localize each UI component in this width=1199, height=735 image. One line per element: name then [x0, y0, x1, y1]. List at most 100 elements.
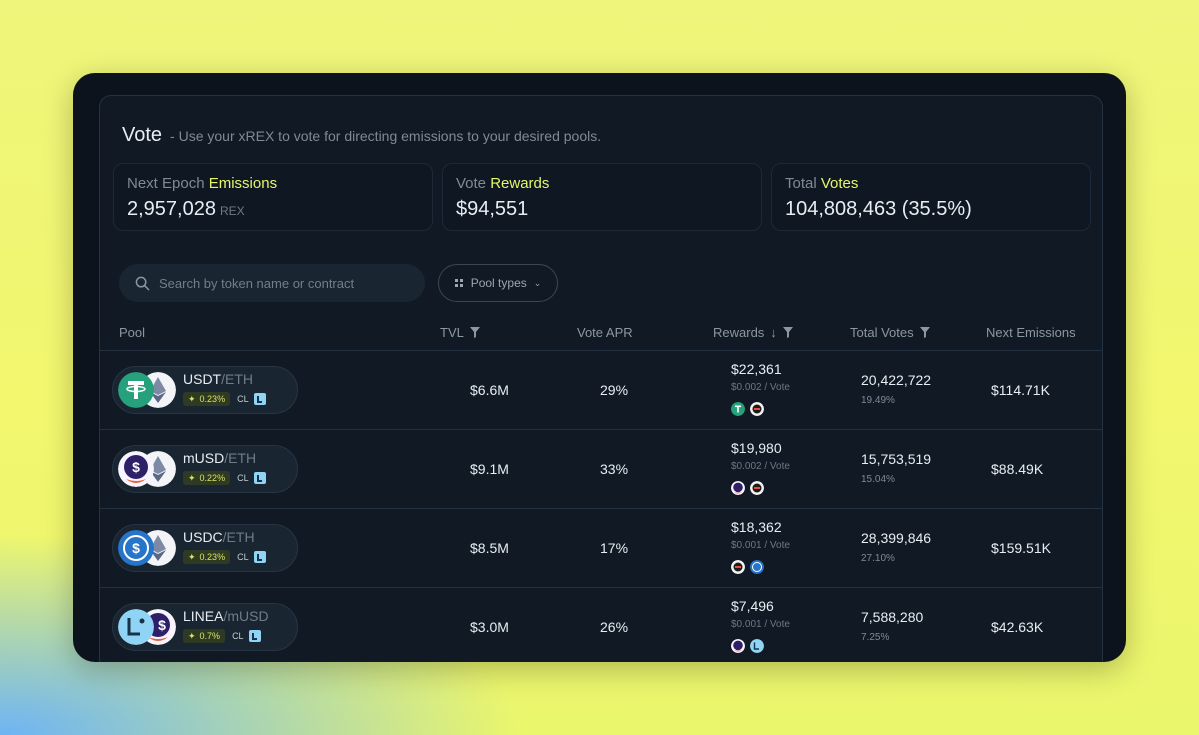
votes-percentage: 19.49%: [861, 395, 895, 406]
column-label: Rewards: [713, 325, 765, 340]
stat-label-prefix: Next Epoch: [127, 175, 205, 192]
table-row[interactable]: $ mUSD/ETH ✦ 0.22% CL $9.1M 33% $19,980 $…: [100, 430, 1102, 509]
rewards-value: $18,362: [731, 519, 782, 535]
pool-types-dropdown[interactable]: Pool types ⌄: [438, 264, 558, 302]
reward-tokens: [731, 402, 764, 416]
sparkle-icon: ✦: [188, 393, 196, 404]
rewards-per-vote: $0.002 / Vote: [731, 382, 790, 393]
page-header: Vote - Use your xREX to vote for directi…: [122, 124, 601, 147]
pool-tags: ✦ 0.22% CL: [183, 471, 266, 485]
pool-type-label: CL: [237, 394, 249, 404]
total-votes-value: 7,588,280: [861, 609, 924, 625]
tvl-value: $9.1M: [470, 461, 509, 477]
column-label: Vote APR: [577, 325, 633, 340]
search-input[interactable]: [159, 275, 399, 291]
rewards-per-vote: $0.001 / Vote: [731, 540, 790, 551]
column-label: Next Emissions: [986, 325, 1076, 340]
pool-pair-name: USDC/ETH: [183, 529, 255, 545]
column-header-rewards[interactable]: Rewards ↓: [713, 325, 793, 340]
pool-pair-name: LINEA/mUSD: [183, 608, 269, 624]
fee-value: 0.23%: [199, 394, 226, 404]
quote-token: /ETH: [224, 450, 257, 466]
apr-value: 29%: [600, 382, 629, 398]
filter-icon[interactable]: [919, 327, 930, 338]
stat-value: 2,957,028 REX: [127, 198, 419, 221]
svg-text:$: $: [132, 459, 140, 475]
stat-unit: REX: [219, 204, 245, 218]
rex-token-icon: [731, 560, 745, 574]
column-label: Total Votes: [850, 325, 914, 340]
musd-token-icon: $: [118, 451, 154, 487]
pool-pair-chip[interactable]: $ mUSD/ETH ✦ 0.22% CL: [112, 445, 298, 493]
stat-card-votes: Total Votes 104,808,463 (35.5%): [771, 163, 1091, 231]
fee-badge: ✦ 0.22%: [183, 471, 231, 485]
musd-token-icon: [731, 639, 745, 653]
votes-percentage: 7.25%: [861, 632, 890, 643]
page-subtitle: - Use your xREX to vote for directing em…: [170, 128, 602, 144]
header-divider: [100, 350, 1102, 351]
sort-desc-icon[interactable]: ↓: [770, 325, 777, 340]
rex-token-icon: [750, 402, 764, 416]
quote-token: /ETH: [222, 529, 255, 545]
reward-tokens: [731, 481, 764, 495]
column-header-vote-apr[interactable]: Vote APR: [577, 325, 633, 340]
fee-badge: ✦ 0.23%: [183, 550, 231, 564]
rewards-per-vote: $0.001 / Vote: [731, 619, 790, 630]
usdc-token-icon: $: [118, 530, 154, 566]
table-row[interactable]: $ LINEA/mUSD ✦ 0.7% CL $3.0M 26% $7,496: [100, 588, 1102, 662]
stat-label-highlight: Emissions: [208, 175, 278, 192]
column-header-total-votes[interactable]: Total Votes: [850, 325, 930, 340]
grid-icon: [454, 279, 463, 287]
linea-badge-icon: [248, 630, 261, 642]
stat-label: Vote Rewards: [456, 175, 748, 192]
pool-tags: ✦ 0.23% CL: [183, 392, 266, 406]
table-row[interactable]: USDT/ETH ✦ 0.23% CL $6.6M 29% $22,361 $0.…: [100, 351, 1102, 430]
base-token: mUSD: [183, 450, 225, 466]
stat-label-highlight: Votes: [820, 175, 859, 192]
pool-pair-chip[interactable]: $ USDC/ETH ✦ 0.23% CL: [112, 524, 298, 572]
filter-icon[interactable]: [782, 327, 793, 338]
next-emissions-value: $114.71K: [991, 382, 1050, 398]
svg-text:$: $: [132, 540, 140, 556]
tvl-value: $3.0M: [470, 619, 509, 635]
linea-token-icon: [750, 639, 764, 653]
linea-badge-icon: [253, 393, 266, 405]
table-row[interactable]: $ USDC/ETH ✦ 0.23% CL $8.5M 17% $18,362 $…: [100, 509, 1102, 588]
pool-pair-name: mUSD/ETH: [183, 450, 256, 466]
reward-tokens: [731, 560, 764, 574]
fee-value: 0.7%: [199, 631, 221, 641]
base-token: USDC: [183, 529, 223, 545]
stat-number: 104,808,463 (35.5%): [785, 198, 972, 220]
pool-types-label: Pool types: [470, 276, 527, 290]
apr-value: 26%: [600, 619, 629, 635]
rewards-value: $19,980: [731, 440, 782, 456]
tvl-value: $8.5M: [470, 540, 509, 556]
search-icon: [135, 276, 150, 290]
pool-tags: ✦ 0.23% CL: [183, 550, 266, 564]
sparkle-icon: ✦: [188, 551, 196, 562]
stat-value: $94,551: [456, 198, 748, 221]
svg-text:$: $: [158, 617, 166, 633]
column-header-tvl[interactable]: TVL: [440, 325, 480, 340]
votes-percentage: 15.04%: [861, 474, 895, 485]
total-votes-value: 28,399,846: [861, 530, 932, 546]
stat-card-emissions: Next Epoch Emissions 2,957,028 REX: [113, 163, 433, 231]
pool-pair-chip[interactable]: USDT/ETH ✦ 0.23% CL: [112, 366, 298, 414]
column-header-next-emissions[interactable]: Next Emissions: [986, 325, 1076, 340]
column-label: Pool: [119, 325, 146, 340]
stat-label-prefix: Total: [785, 175, 817, 192]
filter-icon[interactable]: [469, 327, 480, 338]
rewards-value: $22,361: [731, 361, 782, 377]
reward-tokens: [731, 639, 764, 653]
pool-tags: ✦ 0.7% CL: [183, 629, 261, 643]
next-emissions-value: $88.49K: [991, 461, 1044, 477]
pool-type-label: CL: [237, 552, 249, 562]
stat-label: Next Epoch Emissions: [127, 175, 419, 192]
column-header-pool: Pool: [119, 325, 145, 340]
fee-value: 0.22%: [199, 473, 226, 483]
total-votes-value: 15,753,519: [861, 451, 932, 467]
linea-token-icon: [118, 609, 154, 645]
fee-badge: ✦ 0.7%: [183, 629, 226, 643]
search-box[interactable]: [119, 264, 425, 302]
pool-pair-chip[interactable]: $ LINEA/mUSD ✦ 0.7% CL: [112, 603, 298, 651]
